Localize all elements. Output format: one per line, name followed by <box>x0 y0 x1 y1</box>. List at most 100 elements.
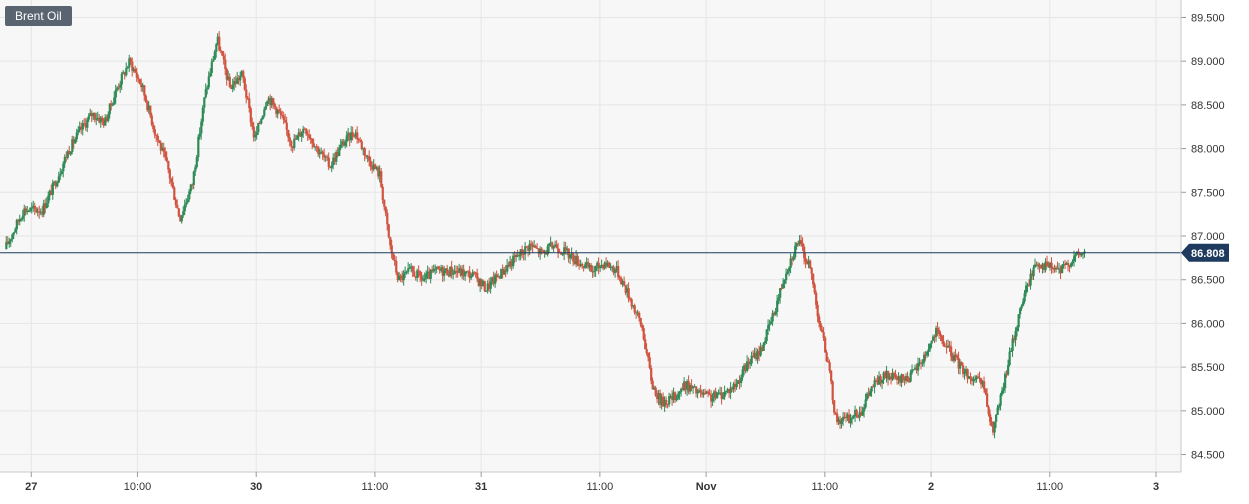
candle-body <box>972 379 975 382</box>
candle-body <box>834 412 837 414</box>
candle-body <box>950 346 953 357</box>
candle-body <box>216 36 219 45</box>
candle-body <box>60 171 63 175</box>
candle-body <box>857 415 860 418</box>
candle-body <box>1035 264 1038 266</box>
candle-body <box>353 135 356 137</box>
candle-body <box>414 276 417 278</box>
candle-body <box>945 346 948 348</box>
candle-body <box>527 246 530 251</box>
candle-body <box>939 334 942 336</box>
candle-body <box>743 365 746 370</box>
candle-body <box>884 372 887 378</box>
candle-body <box>506 264 509 272</box>
candle-body <box>228 76 231 88</box>
candle-body <box>117 87 120 89</box>
candle-body <box>629 298 632 300</box>
candle-body <box>669 396 672 398</box>
candle-body <box>807 260 810 265</box>
candle-body <box>833 400 836 413</box>
candle-body <box>879 376 882 384</box>
candle-body <box>720 392 723 399</box>
candle-body <box>444 268 447 271</box>
candle-body <box>1067 263 1070 266</box>
candle-body <box>11 234 14 240</box>
candle-body <box>200 121 203 134</box>
candle-body <box>312 143 315 148</box>
candle-body <box>431 269 434 272</box>
candle-body <box>1082 253 1085 255</box>
candle-body <box>888 376 891 380</box>
candle-body <box>474 272 477 274</box>
candle-body <box>873 380 876 388</box>
candle-body <box>785 273 788 281</box>
candle-body <box>732 383 735 390</box>
candle-body <box>1019 308 1022 315</box>
candle-body <box>648 357 651 368</box>
candle-body <box>587 262 590 268</box>
candle-body <box>453 270 456 274</box>
candle-body <box>75 132 78 140</box>
candle-body <box>270 98 273 106</box>
candle-body <box>555 244 558 249</box>
candle-body <box>159 142 162 151</box>
candle-body <box>684 381 687 390</box>
candle-body <box>225 69 228 80</box>
candle-body <box>389 237 392 246</box>
candle-body <box>719 392 722 394</box>
candle-body <box>560 252 563 255</box>
candle-body <box>323 154 326 158</box>
x-axis: 27 10:00 30 11:00 31 11:00 Nov 11:00 2 11:00 3 <box>25 472 1159 493</box>
candle-body <box>1056 267 1059 269</box>
candle-body <box>213 51 216 60</box>
candle-body <box>707 391 710 394</box>
candle-body <box>174 199 177 205</box>
candle-body <box>399 275 402 277</box>
candle-body <box>51 182 54 195</box>
candle-body <box>585 262 588 265</box>
candle-body <box>135 72 138 78</box>
candle-body <box>806 261 809 265</box>
y-tick-label: 88.500 <box>1191 100 1225 112</box>
candle-body <box>426 271 429 274</box>
candle-body <box>557 248 560 253</box>
candle-body <box>1062 264 1065 266</box>
candle-body <box>786 271 789 274</box>
candle-body <box>996 407 999 415</box>
candle-body <box>278 109 281 112</box>
candle-body <box>180 215 183 222</box>
candle-body <box>218 36 221 51</box>
candle-body <box>588 264 591 268</box>
candle-body <box>1025 285 1028 294</box>
candle-body <box>917 363 920 371</box>
candle-body <box>203 97 206 108</box>
candle-body <box>366 156 369 158</box>
candle-body <box>624 285 627 293</box>
candle-body <box>623 281 626 286</box>
candle-body <box>522 253 525 255</box>
candle-body <box>534 245 537 248</box>
candle-body <box>344 141 347 146</box>
candle-body <box>224 59 227 70</box>
candle-body <box>434 268 437 270</box>
candle-body <box>663 399 666 407</box>
chart-title-badge[interactable]: Brent Oil <box>5 6 72 26</box>
candle-body <box>114 89 117 98</box>
candle-body <box>654 387 657 396</box>
candle-body <box>837 419 840 422</box>
candle-body <box>737 380 740 384</box>
candle-body <box>926 351 929 356</box>
candle-body <box>603 262 606 269</box>
candle-body <box>887 371 890 380</box>
candle-body <box>591 271 594 273</box>
candle-body <box>72 139 75 144</box>
x-tick-label: 2 <box>928 481 934 493</box>
candles <box>5 31 1086 439</box>
candle-body <box>713 391 716 399</box>
candle-body <box>689 384 692 392</box>
candle-body <box>158 140 161 143</box>
candle-body <box>281 114 284 117</box>
candle-body <box>98 117 101 123</box>
candle-body <box>188 191 191 200</box>
